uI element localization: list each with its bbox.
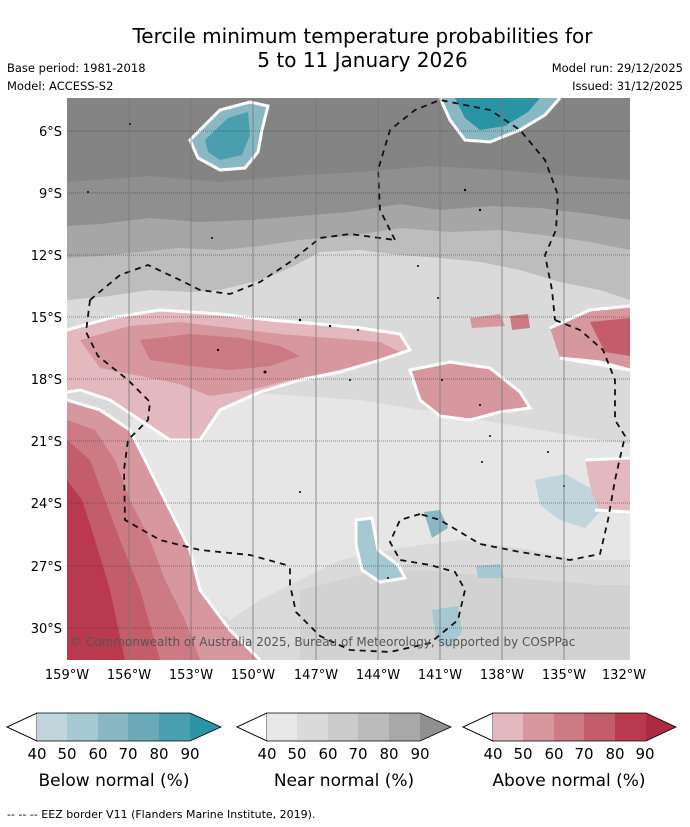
- tick: 40: [27, 745, 47, 763]
- lat-label: 12°S: [31, 249, 62, 264]
- above-normal-80-west: [67, 480, 125, 660]
- colorbar-above-segment: [493, 713, 524, 741]
- colorbar-below-label: Below normal (%): [38, 771, 190, 791]
- threshold-contours: [67, 98, 630, 660]
- below-normal-patch-3: [432, 606, 462, 648]
- tick: 60: [318, 745, 338, 763]
- lon-label: 147°W: [294, 668, 338, 683]
- tick: 80: [605, 745, 625, 763]
- lon-label: 141°W: [418, 668, 462, 683]
- below-normal-80-nw: [205, 112, 250, 160]
- colorbar-above-segment: [554, 713, 585, 741]
- colorbar-near: [236, 712, 452, 742]
- lon-label: 135°W: [542, 668, 586, 683]
- tick: 40: [483, 745, 503, 763]
- map-title: Tercile minimum temperature probabilitie…: [0, 24, 690, 72]
- colorbar-below-segment: [159, 713, 190, 741]
- colorbars: [6, 712, 677, 742]
- tick: 70: [348, 745, 368, 763]
- eez-legend: -- -- -- EEZ border V11 (Flanders Marine…: [7, 808, 316, 821]
- title-line-1: Tercile minimum temperature probabilitie…: [132, 24, 593, 48]
- lon-label: 153°W: [169, 668, 213, 683]
- lat-label: 24°S: [31, 497, 62, 512]
- tick: 40: [257, 745, 277, 763]
- graticule: [67, 98, 630, 660]
- colorbar-near-segment: [328, 713, 359, 741]
- lat-label: 21°S: [31, 435, 62, 450]
- below-normal-patch-2: [476, 564, 504, 578]
- tick: 70: [118, 745, 138, 763]
- lon-label: 138°W: [480, 668, 524, 683]
- lat-label: 27°S: [31, 560, 62, 575]
- colorbar-near-segment: [389, 713, 420, 741]
- lon-axis: 159°W 156°W 153°W 150°W 147°W 144°W 141°…: [45, 668, 646, 683]
- lon-label: 150°W: [231, 668, 275, 683]
- tick: 50: [287, 745, 307, 763]
- map-fields: [67, 98, 630, 660]
- tick: 70: [574, 745, 594, 763]
- tick: 90: [410, 745, 430, 763]
- lat-label: 6°S: [39, 125, 62, 140]
- lon-label: 159°W: [45, 668, 89, 683]
- colorbar-below-segment: [98, 713, 129, 741]
- colorbar-above-label: Above normal (%): [492, 771, 646, 791]
- above-normal-70-far-east: [590, 318, 630, 356]
- meta-right: Model run: 29/12/2025 Issued: 31/12/2025: [552, 59, 683, 95]
- lat-label: 9°S: [39, 187, 62, 202]
- below-normal-50-south: [356, 518, 405, 582]
- lat-label: 18°S: [31, 373, 62, 388]
- above-normal-60-central: [140, 334, 300, 370]
- probability-map: 6°S 9°S 12°S 15°S 18°S 21°S 24°S 27°S 30…: [31, 98, 646, 683]
- lat-label: 30°S: [31, 622, 62, 637]
- tick: 50: [57, 745, 77, 763]
- colorbar-above-segment: [615, 713, 646, 741]
- title-line-2: 5 to 11 January 2026: [257, 48, 468, 72]
- meta-left: Base period: 1981-2018 Model: ACCESS-S2: [7, 59, 146, 95]
- colorbar-above-segment: [523, 713, 554, 741]
- eez-borders: [85, 99, 626, 653]
- colorbar-below: [6, 712, 222, 742]
- tick: 50: [513, 745, 533, 763]
- base-period: Base period: 1981-2018: [7, 61, 146, 75]
- below-normal-patch: [424, 510, 448, 538]
- colorbar-near-segment: [358, 713, 389, 741]
- tick: 90: [180, 745, 200, 763]
- tick: 60: [88, 745, 108, 763]
- colorbar-near-segment: [267, 713, 298, 741]
- issued-date: Issued: 31/12/2025: [572, 79, 683, 93]
- colorbar-below-max-arrow: [190, 713, 221, 741]
- colorbar-near-min-arrow: [236, 712, 268, 742]
- tick: 80: [379, 745, 399, 763]
- colorbar-above-min-arrow: [462, 712, 494, 742]
- near-normal-50-south: [300, 570, 630, 660]
- above-normal-patch-2: [510, 314, 530, 330]
- tick: 60: [544, 745, 564, 763]
- colorbar-near-segment: [297, 713, 328, 741]
- copyright-notice: © Commonwealth of Australia 2025, Bureau…: [70, 635, 575, 649]
- colorbar-above-max-arrow: [646, 713, 676, 741]
- lat-label: 15°S: [31, 311, 62, 326]
- model-name: Model: ACCESS-S2: [7, 79, 114, 93]
- lat-axis: 6°S 9°S 12°S 15°S 18°S 21°S 24°S 27°S 30…: [31, 125, 62, 637]
- above-normal-40-southeast: [585, 458, 630, 512]
- above-normal-patch-1: [470, 314, 505, 328]
- near-normal-40: [130, 392, 630, 620]
- below-normal-40-east: [535, 474, 600, 528]
- lon-label: 132°W: [602, 668, 646, 683]
- colorbar-above: [462, 712, 677, 742]
- islands: [87, 123, 565, 579]
- lon-label: 144°W: [356, 668, 400, 683]
- tick: 90: [635, 745, 655, 763]
- colorbar-below-segment: [67, 713, 98, 741]
- colorbar-above-segment: [584, 713, 615, 741]
- colorbar-near-max-arrow: [420, 713, 451, 741]
- model-run: Model run: 29/12/2025: [551, 61, 683, 75]
- colorbar-below-segment: [37, 713, 68, 741]
- colorbar-near-label: Near normal (%): [273, 771, 415, 791]
- colorbar-below-min-arrow: [6, 712, 38, 742]
- tick: 80: [149, 745, 169, 763]
- lon-label: 156°W: [107, 668, 151, 683]
- colorbar-below-segment: [128, 713, 159, 741]
